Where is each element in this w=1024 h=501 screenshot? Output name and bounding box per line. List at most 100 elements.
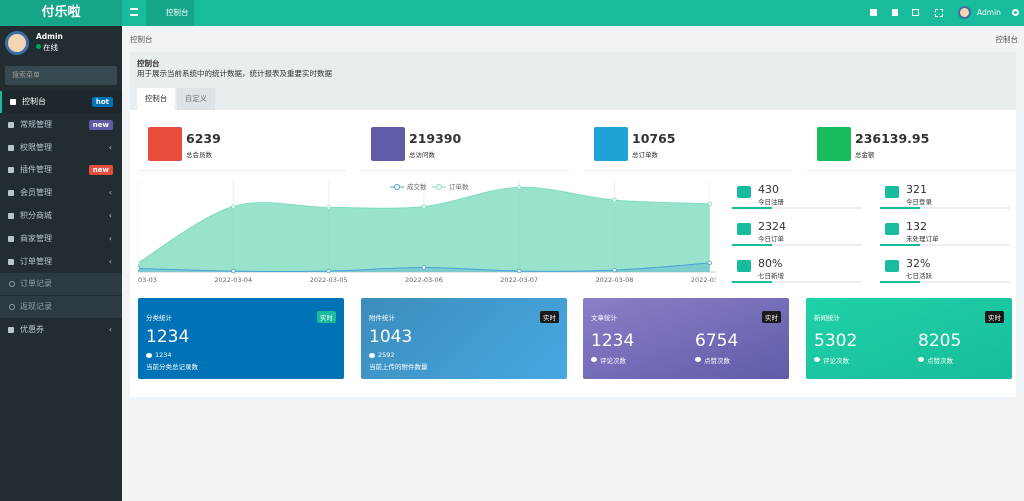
stat-value: 10765 [632,131,676,146]
settings-icon[interactable] [1012,9,1019,16]
metric-label: 点赞次数 [704,357,730,365]
card-sub-value: 1234 [155,351,172,359]
menu-label: 优惠券 [20,325,44,334]
mini-bar-track [880,207,1010,209]
status: 在线 [43,43,58,52]
card-title: 分类统计 [146,314,172,322]
menu-item[interactable]: 商家管理 ‹ [0,228,122,250]
menu-item[interactable]: 积分商城 ‹ [0,205,122,227]
menu-arrow: ‹ [108,142,112,152]
panel-title: 控制台 [137,59,160,68]
mini-bar-track [732,244,862,246]
breadcrumb: 控制台 控制台 [122,26,1024,50]
x-tick-label: 2022-03-05 [310,276,348,284]
trash-icon[interactable] [892,9,898,16]
fullscreen-icon[interactable] [935,9,943,17]
legend-marker [436,184,442,190]
mini-label: 七日新增 [758,272,784,280]
mini-icon [885,223,899,235]
sub-icon [146,353,152,358]
nav-tab[interactable]: 控制台 [146,0,194,26]
menu-item[interactable]: 订单管理 ‹ [0,251,122,273]
legend-label: 成交数 [407,182,427,191]
card-badge: 实时 [317,311,336,323]
data-point [517,185,522,190]
card-badge: 实时 [762,311,781,323]
mini-value: 321 [906,183,927,196]
mini-bar [880,207,920,209]
data-point [231,204,236,209]
mini-bar-track [732,281,862,283]
search-input[interactable]: 搜索菜单 [5,66,117,85]
submenu-item[interactable]: 订单记录 [0,273,122,296]
metric-value: 1234 [591,331,635,351]
menu-toggle[interactable] [130,8,138,16]
chart: 2022-03-03 2022-03-04 2022-03-05 2022-03-06… [138,181,716,284]
x-tick-label: 2022-03-09 [691,276,716,284]
menu-label: 权限管理 [20,142,52,152]
stat-icon [148,127,182,161]
avatar[interactable] [958,6,971,19]
brand: 付乐啦 [0,0,122,26]
card-note: 当前上传的附件数量 [369,363,428,371]
mini-icon [737,186,751,198]
stat-card: 文章统计 实时 1234 评论次数 6754 点赞次数 [583,298,789,379]
mini-icon [737,260,751,272]
tab[interactable]: 控制台 [137,88,175,110]
card-badge: 实时 [985,311,1004,323]
mini-value: 2324 [758,220,786,233]
stat-underline [138,170,346,171]
mini-label: 七日活跃 [906,272,932,280]
stat-label: 总会员数 [186,151,212,159]
x-tick-label: 2022-03-08 [596,276,634,284]
mini-label: 今日登录 [906,198,932,206]
menu-icon [10,99,16,105]
menu-item[interactable]: 常规管理 new [0,114,122,136]
metric-icon [814,357,820,362]
mini-bar-track [732,207,862,209]
menu-arrow: ‹ [108,233,112,243]
menu-label: 插件管理 [20,165,52,175]
card-sub-value: 2592 [378,351,395,359]
card-title: 新闻统计 [814,314,840,322]
stat-icon [817,127,851,161]
home-icon[interactable] [870,9,877,16]
menu-item[interactable]: 会员管理 ‹ [0,182,122,204]
submenu-item[interactable]: 返现记录 [0,296,122,319]
card-title: 文章统计 [591,314,617,322]
tab[interactable]: 自定义 [177,88,215,110]
breadcrumb-current[interactable]: 控制台 [130,35,153,44]
mini-bar-track [880,244,1010,246]
data-point [421,204,427,209]
menu-label: 订单管理 [20,256,52,266]
stat-underline [584,170,792,171]
mini-bar-track [880,281,1010,283]
x-tick-label: 2022-03-03 [138,276,157,284]
user-name: Admin [36,32,63,41]
mini-label: 今日订单 [758,235,784,243]
x-tick-label: 2022-03-06 [405,276,443,284]
data-point [517,268,522,274]
menu-icon [8,258,14,265]
mini-icon [737,223,751,235]
menu-item[interactable]: 插件管理 new [0,159,122,181]
mini-label: 未处理订单 [906,235,939,243]
metric-label: 评论次数 [600,357,626,365]
card-title: 附件统计 [369,314,395,322]
lang-icon[interactable] [912,9,919,16]
menu-label: 商家管理 [20,233,52,243]
user-name[interactable]: Admin [977,8,1001,17]
mini-bar [732,207,772,209]
menu-item[interactable]: 优惠券 ‹ [0,319,122,341]
menu-item[interactable]: 控制台 hot [0,91,122,113]
data-point [612,267,617,273]
menu-icon [8,190,14,197]
menu-item[interactable]: 权限管理 ‹ [0,137,122,159]
stat-card: 分类统计 实时 1234 1234 当前分类总记录数 [138,298,344,379]
card-value: 1234 [146,327,190,347]
panel-heading: 控制台 用于展示当前系统中的统计数据，统计报表及重要实时数据 控制台 自定义 [130,52,1016,110]
mini-icon [885,260,899,272]
mini-label: 今日注册 [758,198,784,206]
